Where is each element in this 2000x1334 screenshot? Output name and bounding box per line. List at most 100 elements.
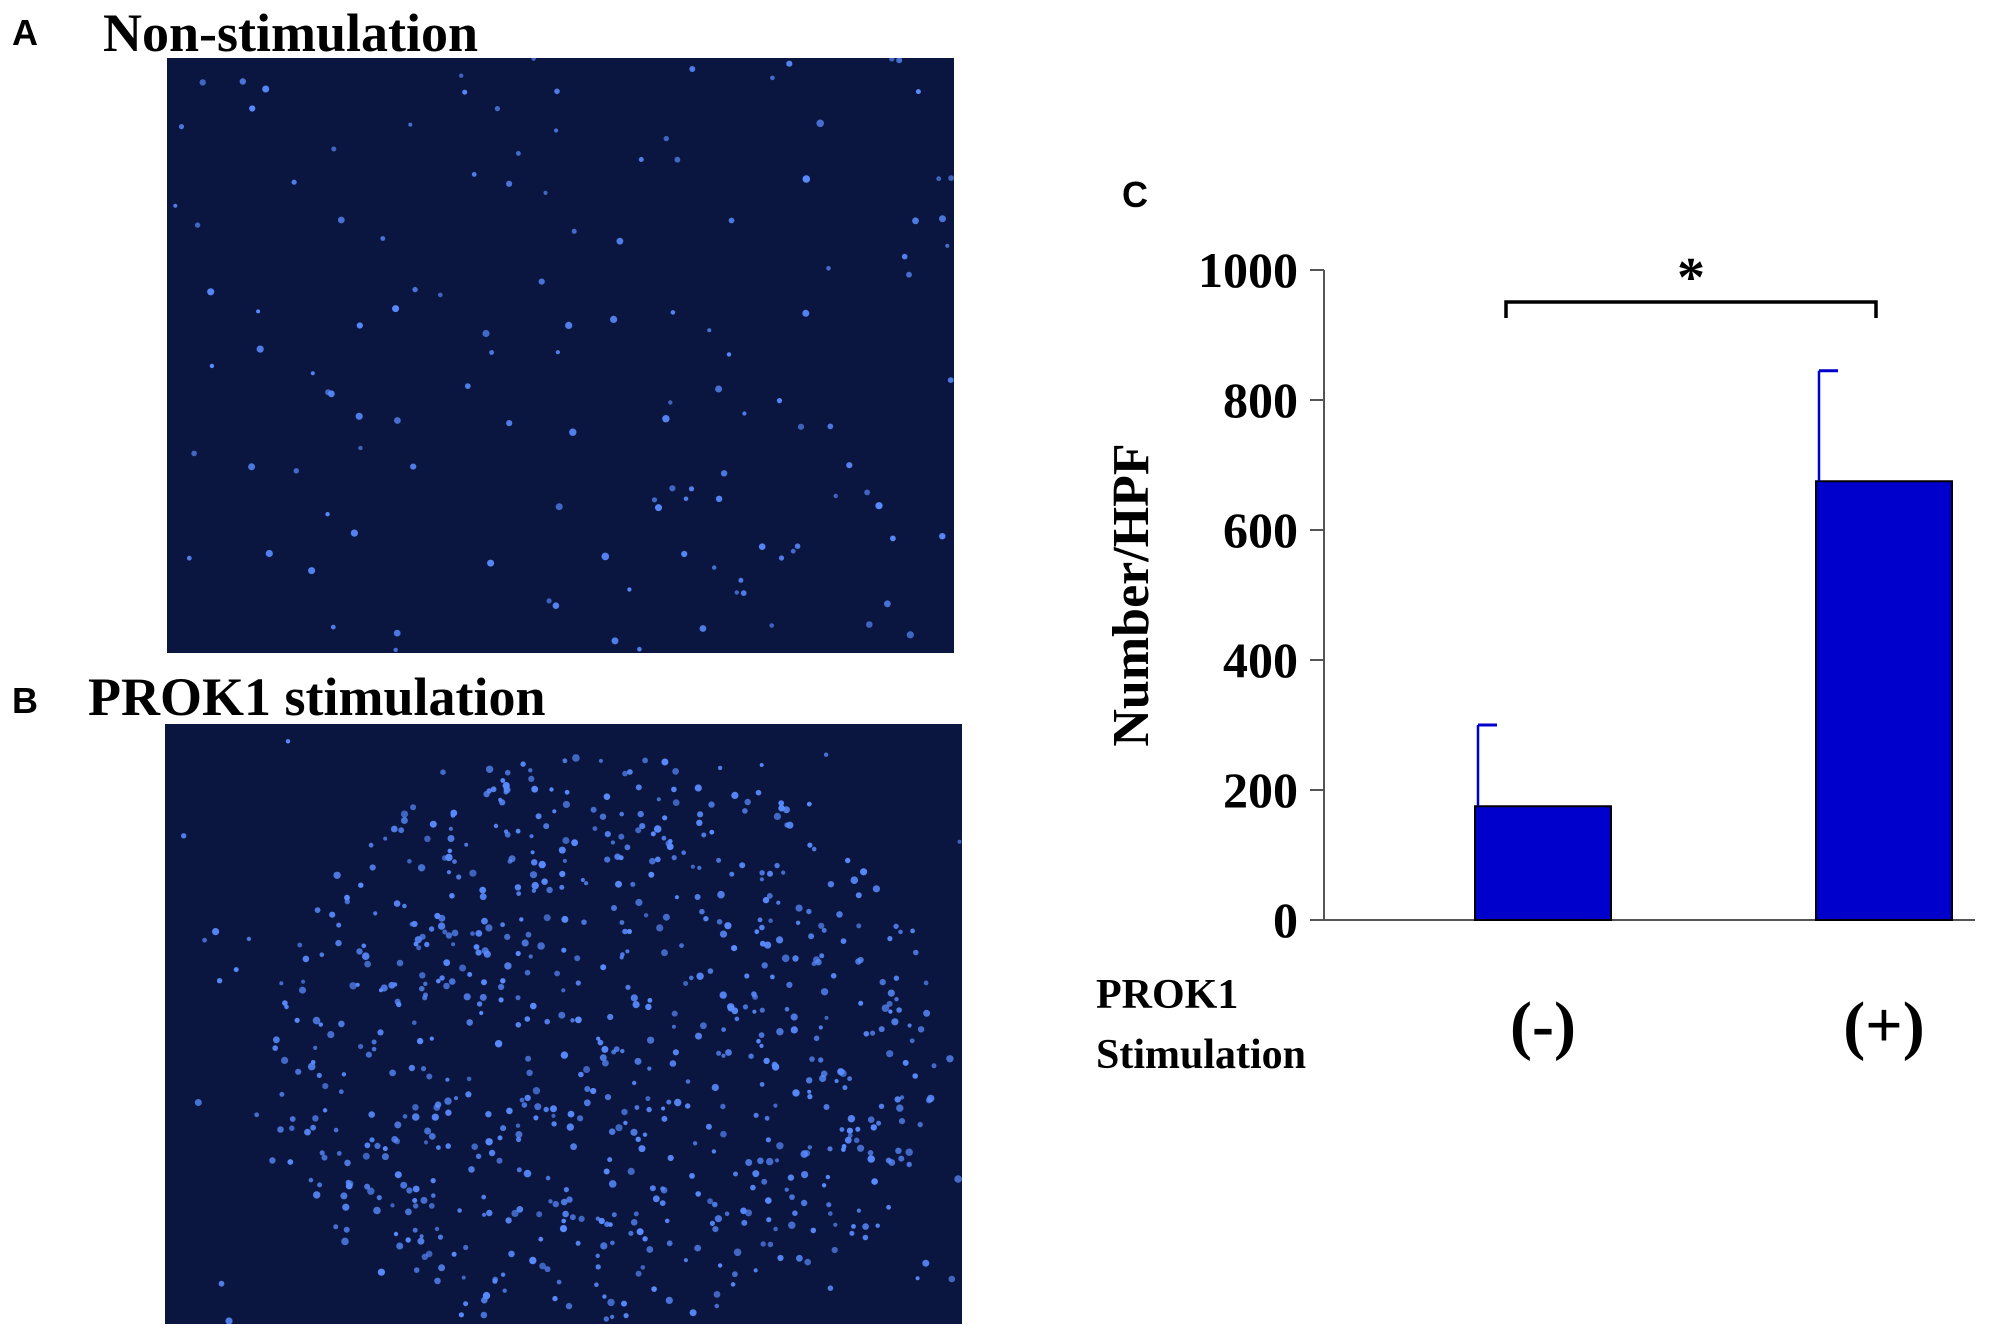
nucleus-dot bbox=[603, 793, 611, 800]
nucleus-dot bbox=[519, 917, 524, 922]
nucleus-dot bbox=[759, 924, 765, 931]
nucleus-dot bbox=[312, 1016, 321, 1025]
nucleus-dot bbox=[313, 1045, 318, 1050]
nucleus-dot bbox=[256, 345, 264, 353]
nucleus-dot bbox=[954, 1175, 962, 1183]
nucleus-dot bbox=[340, 1192, 348, 1200]
nucleus-dot bbox=[416, 1037, 424, 1045]
nucleus-dot bbox=[668, 400, 673, 405]
nucleus-dot bbox=[611, 1212, 617, 1218]
nucleus-dot bbox=[361, 943, 367, 949]
nucleus-dot bbox=[642, 757, 648, 764]
nucleus-dot bbox=[481, 979, 487, 986]
nucleus-dot bbox=[482, 1212, 487, 1217]
nucleus-dot bbox=[651, 497, 658, 503]
nucleus-dot bbox=[473, 944, 480, 950]
nucleus-dot bbox=[635, 784, 642, 791]
nucleus-dot bbox=[575, 1240, 581, 1246]
nucleus-dot bbox=[423, 1140, 429, 1145]
nucleus-dot bbox=[915, 89, 921, 95]
nucleus-dot bbox=[186, 555, 192, 561]
nucleus-dot bbox=[752, 994, 758, 1000]
nucleus-dot bbox=[302, 955, 310, 963]
nucleus-dot bbox=[500, 922, 505, 928]
nucleus-dot bbox=[411, 920, 418, 928]
nucleus-dot bbox=[853, 1137, 860, 1144]
nucleus-dot bbox=[571, 228, 577, 234]
nucleus-dot bbox=[789, 1194, 795, 1200]
nucleus-dot bbox=[506, 1107, 513, 1115]
nucleus-dot bbox=[720, 1130, 727, 1138]
nucleus-dot bbox=[254, 1112, 260, 1118]
nucleus-dot bbox=[566, 1196, 573, 1203]
nucleus-dot bbox=[645, 1003, 652, 1011]
nucleus-dot bbox=[901, 253, 908, 260]
nucleus-dot bbox=[806, 908, 812, 915]
nucleus-dot bbox=[860, 868, 868, 876]
nucleus-dot bbox=[439, 975, 445, 981]
nucleus-dot bbox=[486, 1209, 493, 1217]
nucleus-dot bbox=[714, 1215, 723, 1223]
nucleus-dot bbox=[562, 800, 570, 809]
nucleus-dot bbox=[181, 833, 187, 839]
nucleus-dot bbox=[424, 941, 430, 948]
nucleus-dot bbox=[531, 881, 539, 890]
nucleus-dot bbox=[405, 1237, 411, 1243]
nucleus-dot bbox=[630, 1128, 638, 1136]
nucleus-dot bbox=[923, 980, 929, 986]
nucleus-dot bbox=[699, 908, 705, 915]
nucleus-dot bbox=[310, 1060, 316, 1065]
nucleus-dot bbox=[173, 203, 178, 208]
micrograph-b-svg bbox=[181, 739, 962, 1324]
nucleus-dot bbox=[764, 1115, 770, 1121]
nucleus-dot bbox=[662, 415, 670, 423]
nucleus-dot bbox=[625, 984, 631, 990]
nucleus-dot bbox=[515, 995, 521, 1001]
nucleus-dot bbox=[461, 1275, 466, 1280]
nucleus-dot bbox=[668, 839, 673, 844]
nucleus-dot bbox=[886, 1000, 893, 1007]
nucleus-dot bbox=[742, 1004, 749, 1010]
nucleus-dot bbox=[536, 1211, 543, 1218]
nucleus-dot bbox=[378, 988, 383, 993]
nucleus-dot bbox=[711, 1083, 719, 1092]
nucleus-dot bbox=[345, 1182, 353, 1190]
nucleus-dot bbox=[818, 1057, 824, 1063]
nucleus-dot bbox=[471, 172, 477, 177]
nucleus-dot bbox=[766, 1157, 774, 1166]
nucleus-dot bbox=[720, 1103, 726, 1110]
nucleus-dot bbox=[412, 286, 418, 293]
nucleus-dot bbox=[842, 1085, 848, 1091]
nucleus-dot bbox=[530, 1002, 537, 1010]
nucleus-dot bbox=[823, 1104, 830, 1110]
nucleus-dot bbox=[475, 930, 483, 937]
nucleus-dot bbox=[764, 941, 772, 949]
nucleus-dot bbox=[321, 1154, 328, 1161]
nucleus-dot bbox=[821, 927, 827, 933]
nucleus-dot bbox=[383, 836, 388, 841]
nucleus-dot bbox=[344, 1159, 351, 1167]
nucleus-dot bbox=[620, 1048, 625, 1054]
nucleus-dot bbox=[862, 1234, 869, 1241]
nucleus-dot bbox=[284, 1004, 289, 1010]
nucleus-dot bbox=[548, 1199, 553, 1204]
nucleus-dot bbox=[635, 1270, 642, 1277]
nucleus-dot bbox=[667, 1154, 674, 1162]
nucleus-dot bbox=[570, 1214, 576, 1221]
nucleus-dot bbox=[828, 1211, 833, 1216]
nucleus-dot bbox=[857, 1144, 865, 1152]
nucleus-dot bbox=[712, 1226, 719, 1233]
nucleus-dot bbox=[604, 831, 611, 838]
micrograph-non-stimulation bbox=[167, 58, 954, 653]
nucleus-dot bbox=[551, 1113, 556, 1118]
nucleus-dot bbox=[564, 789, 570, 795]
nucleus-dot bbox=[590, 1087, 597, 1095]
nucleus-dot bbox=[725, 1049, 732, 1056]
nucleus-dot bbox=[556, 1279, 562, 1285]
nucleus-dot bbox=[212, 928, 220, 936]
nucleus-dot bbox=[318, 1022, 323, 1027]
nucleus-dot bbox=[494, 106, 500, 112]
nucleus-dot bbox=[656, 924, 664, 932]
nucleus-dot bbox=[806, 801, 812, 807]
nucleus-dot bbox=[627, 587, 632, 592]
